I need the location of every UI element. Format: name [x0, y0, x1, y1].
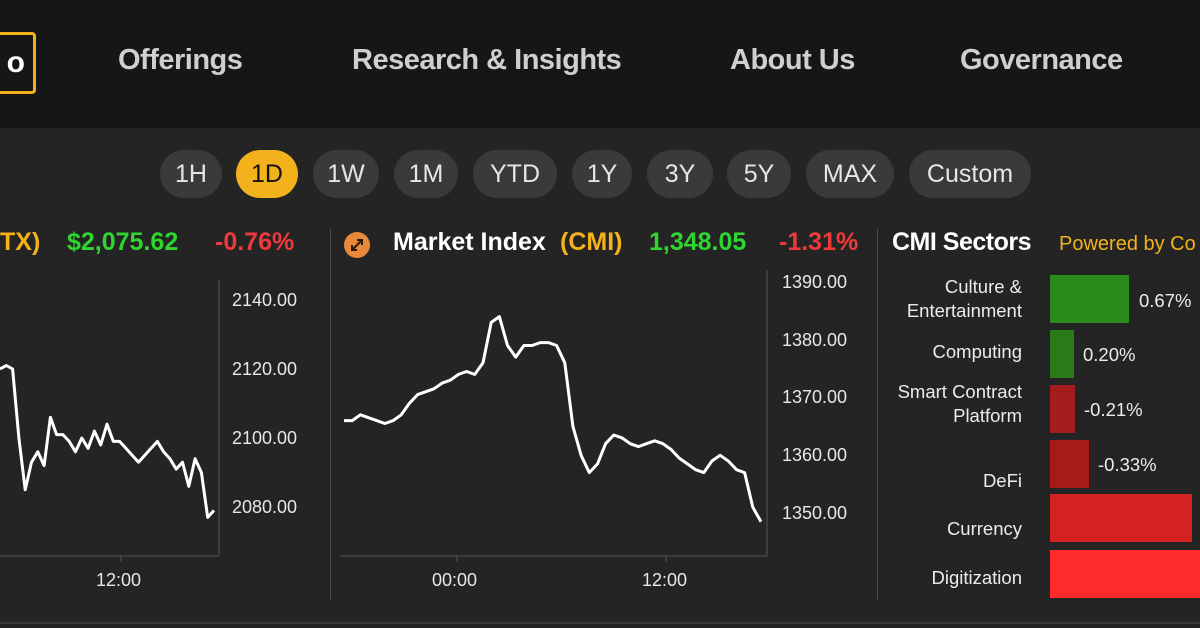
expand-icon[interactable] [344, 232, 370, 258]
index-ticker: (CMI) [560, 228, 623, 256]
index-x-tick: 00:00 [432, 570, 478, 590]
left-change: -0.76% [215, 228, 295, 256]
left-y-tick: 2100.00 [232, 428, 298, 448]
sectors-divider [877, 228, 878, 600]
range-3y[interactable]: 3Y [647, 150, 713, 198]
index-price: 1,348.05 [649, 228, 747, 256]
sector-label-computing: Computing [932, 341, 1022, 362]
range-1h[interactable]: 1H [160, 150, 222, 198]
index-y-tick: 1390.00 [782, 272, 848, 292]
nav-governance[interactable]: Governance [960, 44, 1123, 76]
index-price-line [344, 315, 763, 523]
sector-bar [1050, 440, 1089, 488]
index-x-tick: 12:00 [642, 570, 688, 590]
logo-button[interactable]: o [0, 32, 36, 94]
index-y-tick: 1380.00 [782, 330, 848, 350]
left-y-tick: 2080.00 [232, 497, 298, 517]
sector-label-culture: Culture & Entertainment [906, 276, 1022, 321]
sector-value-defi: -0.33% [1098, 454, 1157, 475]
sector-label-smart-contract: Smart Contract Platform [897, 381, 1022, 426]
left-price-line [0, 364, 216, 519]
powered-by-link[interactable]: Powered by Co [1059, 233, 1196, 255]
index-price-chart [340, 270, 768, 562]
sector-label-digitization: Digitization [931, 567, 1023, 588]
nav-offerings[interactable]: Offerings [118, 44, 243, 76]
bottom-border [0, 622, 1200, 624]
sector-label-defi: DeFi [982, 470, 1022, 491]
left-ticker-fragment: TX) [0, 228, 41, 256]
time-range-selector: 1H 1D 1W 1M YTD 1Y 3Y 5Y MAX Custom [0, 150, 1200, 200]
left-x-tick: 12:00 [96, 570, 142, 590]
nav-research-insights[interactable]: Research & Insights [352, 44, 622, 76]
left-price: $2,075.62 [67, 228, 179, 256]
index-y-tick: 1370.00 [782, 387, 848, 407]
sector-bar [1050, 550, 1200, 598]
top-nav: o Offerings Research & Insights About Us… [0, 0, 1200, 128]
sectors-title: CMI Sectors [892, 228, 1031, 256]
left-y-tick: 2140.00 [232, 290, 298, 310]
sector-value-culture: 0.67% [1139, 290, 1192, 311]
index-y-tick: 1360.00 [782, 445, 848, 465]
index-change: -1.31% [779, 228, 859, 256]
sector-bar [1050, 385, 1075, 433]
range-ytd[interactable]: YTD [473, 150, 557, 198]
range-max[interactable]: MAX [806, 150, 894, 198]
range-1w[interactable]: 1W [313, 150, 379, 198]
index-name: Market Index [393, 228, 546, 256]
sector-bar [1050, 275, 1130, 323]
range-1d[interactable]: 1D [236, 150, 298, 198]
sector-value-computing: 0.20% [1083, 344, 1136, 365]
sector-bar [1050, 330, 1074, 378]
sector-label-currency: Currency [946, 518, 1022, 539]
left-y-tick: 2120.00 [232, 359, 298, 379]
left-price-chart [0, 280, 220, 562]
range-5y[interactable]: 5Y [727, 150, 791, 198]
index-y-tick: 1350.00 [782, 503, 848, 523]
range-1m[interactable]: 1M [394, 150, 458, 198]
range-custom[interactable]: Custom [909, 150, 1031, 198]
range-1y[interactable]: 1Y [572, 150, 632, 198]
nav-about-us[interactable]: About Us [730, 44, 855, 76]
sector-value-smart-contract: -0.21% [1084, 399, 1143, 420]
chart-divider [330, 228, 331, 600]
sector-bar [1050, 494, 1192, 542]
